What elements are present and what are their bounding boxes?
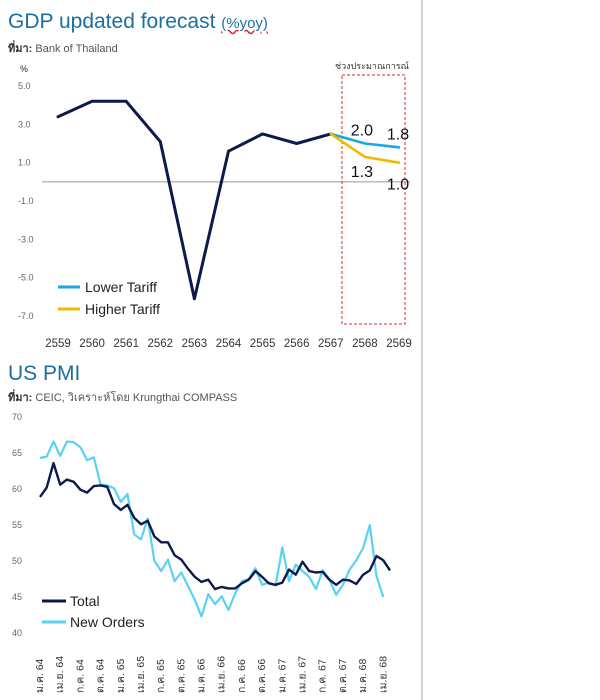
gdp-source-prefix: ที่มา: xyxy=(8,43,33,55)
pmi-x-tick-label: ม.ค. 65 xyxy=(115,658,127,693)
gdp-y-tick-label: 3.0 xyxy=(18,119,31,129)
gdp-chart: % 5.0 3.0 1.0 -1.0 -3.0 -5.0 -7.0 ช่วงประมาณการณ… xyxy=(18,60,412,350)
gdp-data-label: 1.8 xyxy=(387,126,409,143)
pmi-y-tick-label: 70 xyxy=(12,412,22,422)
pmi-x-tick-label: ม.ค. 66 xyxy=(196,658,208,693)
gdp-x-tick-label: 2564 xyxy=(216,338,242,350)
pmi-y-tick-label: 55 xyxy=(12,520,22,530)
gdp-y-unit-label: % xyxy=(20,64,28,74)
pmi-x-tick-label: ต.ค. 64 xyxy=(95,659,107,693)
pmi-y-tick-label: 65 xyxy=(12,448,22,458)
pmi-source-text: CEIC, วิเคราะห์โดย Krungthai COMPASS xyxy=(35,392,238,404)
gdp-series-line-lower xyxy=(329,132,401,149)
pmi-x-tick-label: เม.ย. 64 xyxy=(54,656,66,693)
pmi-legend-label-total: Total xyxy=(70,593,100,609)
gdp-data-label: 1.0 xyxy=(387,177,409,194)
gdp-title-text: GDP updated forecast xyxy=(8,10,216,33)
gdp-data-label: 1.3 xyxy=(351,164,373,181)
forecast-range-box xyxy=(341,74,406,325)
gdp-x-tick-label: 2565 xyxy=(250,338,276,350)
pmi-source: ที่มา: CEIC, วิเคราะห์โดย Krungthai COMP… xyxy=(8,388,237,406)
gdp-legend-label-higher: Higher Tariff xyxy=(85,301,160,317)
pmi-x-tick-label: ต.ค. 66 xyxy=(256,659,268,693)
pmi-series-line-new_orders xyxy=(39,440,385,618)
pmi-x-tick-label: ก.ค. 65 xyxy=(155,659,167,693)
gdp-data-label: 2.0 xyxy=(351,123,373,140)
gdp-x-tick-label: 2562 xyxy=(148,338,174,350)
pmi-x-tick-label: เม.ย. 67 xyxy=(297,656,309,693)
pmi-y-tick-label: 50 xyxy=(12,556,22,566)
pmi-y-tick-label: 40 xyxy=(12,628,22,638)
pmi-title-text: US PMI xyxy=(8,362,81,385)
gdp-x-tick-label: 2559 xyxy=(45,338,71,350)
gdp-y-tick-label: -5.0 xyxy=(18,273,34,283)
pmi-x-tick-label: ต.ค. 67 xyxy=(337,659,349,693)
gdp-title-unit: (%yoy) xyxy=(221,15,268,32)
page-divider xyxy=(421,0,423,700)
gdp-y-tick-label: -7.0 xyxy=(18,311,34,321)
pmi-source-prefix: ที่มา: xyxy=(8,392,33,404)
pmi-x-tick-label: เม.ย. 66 xyxy=(216,656,228,693)
pmi-chart-title: US PMI xyxy=(8,362,80,386)
gdp-series-line-actual xyxy=(56,99,333,301)
pmi-x-tick-label: ต.ค. 65 xyxy=(175,659,187,693)
gdp-series-line-higher xyxy=(329,132,401,164)
gdp-x-tick-label: 2568 xyxy=(352,338,378,350)
pmi-y-tick-label: 45 xyxy=(12,592,22,602)
gdp-x-tick-label: 2561 xyxy=(113,338,139,350)
pmi-x-tick-label: เม.ย. 65 xyxy=(135,656,147,693)
gdp-x-tick-label: 2569 xyxy=(386,338,412,350)
pmi-x-tick-label: ก.ค. 66 xyxy=(236,659,248,693)
gdp-x-tick-label: 2563 xyxy=(182,338,208,350)
pmi-series-line-total xyxy=(39,461,391,591)
gdp-x-tick-label: 2567 xyxy=(318,338,344,350)
gdp-x-tick-label: 2560 xyxy=(79,338,105,350)
gdp-y-tick-label: 1.0 xyxy=(18,158,31,168)
gdp-source-text: Bank of Thailand xyxy=(35,43,118,55)
pmi-x-tick-label: ม.ค. 67 xyxy=(276,658,288,693)
pmi-x-tick-label: ม.ค. 68 xyxy=(357,658,369,693)
gdp-y-tick-label: 5.0 xyxy=(18,81,31,91)
forecast-range-label: ช่วงประมาณการณ์ xyxy=(335,60,409,71)
pmi-x-tick-label: ก.ค. 67 xyxy=(317,659,329,693)
gdp-x-tick-label: 2566 xyxy=(284,338,310,350)
pmi-legend-label-new_orders: New Orders xyxy=(70,614,145,630)
gdp-legend-label-lower: Lower Tariff xyxy=(85,279,157,295)
pmi-y-tick-label: 60 xyxy=(12,484,22,494)
gdp-source: ที่มา: Bank of Thailand xyxy=(8,39,118,57)
gdp-chart-title: GDP updated forecast (%yoy) xyxy=(8,10,268,34)
pmi-x-tick-label: เม.ย. 68 xyxy=(377,656,389,693)
gdp-y-tick-label: -1.0 xyxy=(18,196,34,206)
gdp-y-tick-label: -3.0 xyxy=(18,234,34,244)
pmi-x-tick-label: ม.ค. 64 xyxy=(34,658,46,693)
pmi-x-tick-label: ก.ค. 64 xyxy=(74,659,86,693)
